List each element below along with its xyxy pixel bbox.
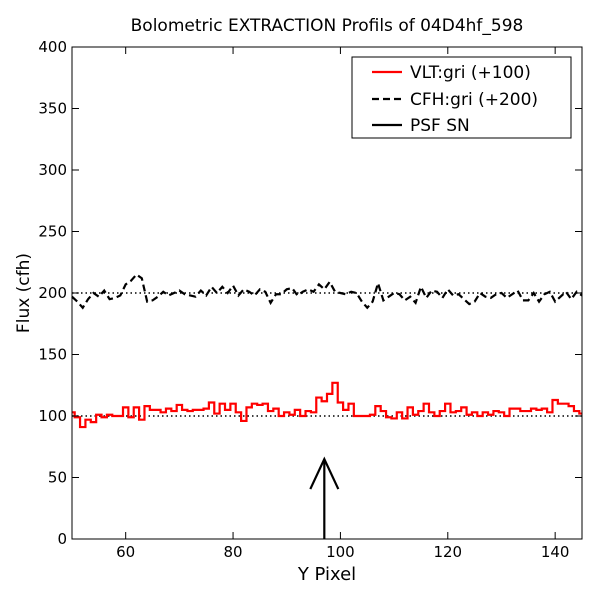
psf-arrow-head xyxy=(309,456,340,490)
legend-label-psf: PSF SN xyxy=(410,116,470,136)
y-axis-label: Flux (cfh) xyxy=(14,253,34,333)
legend: VLT:gri (+100) CFH:gri (+200) PSF SN xyxy=(351,56,572,139)
x-tick-label: 140 xyxy=(541,543,570,561)
x-tick-label: 120 xyxy=(433,543,462,561)
y-tick-label: 350 xyxy=(38,100,67,118)
x-tick-label: 60 xyxy=(116,543,135,561)
chart-title: Bolometric EXTRACTION Profils of 04D4hf_… xyxy=(131,16,524,36)
series-layer xyxy=(71,273,583,539)
x-tick-label: 100 xyxy=(326,543,355,561)
x-axis-label: Y Pixel xyxy=(297,564,356,585)
x-tick-label: 80 xyxy=(224,543,243,561)
legend-label-cfh: CFH:gri (+200) xyxy=(410,90,538,110)
y-tick-label: 100 xyxy=(38,407,67,425)
series-cfh-line xyxy=(71,273,583,310)
y-tick-label: 250 xyxy=(38,223,67,241)
legend-label-vlt: VLT:gri (+100) xyxy=(410,63,531,83)
y-tick-label: 200 xyxy=(38,284,67,302)
y-axis-ticks: 0 50 100 150 200 250 300 350 400 xyxy=(38,38,582,548)
y-tick-label: 300 xyxy=(38,161,67,179)
y-tick-label: 400 xyxy=(38,38,67,56)
y-tick-label: 50 xyxy=(48,469,67,487)
y-tick-label: 0 xyxy=(57,530,67,548)
y-tick-label: 150 xyxy=(38,346,67,364)
x-axis-ticks: 60 80 100 120 140 xyxy=(116,47,569,561)
series-vlt-line xyxy=(72,381,582,429)
